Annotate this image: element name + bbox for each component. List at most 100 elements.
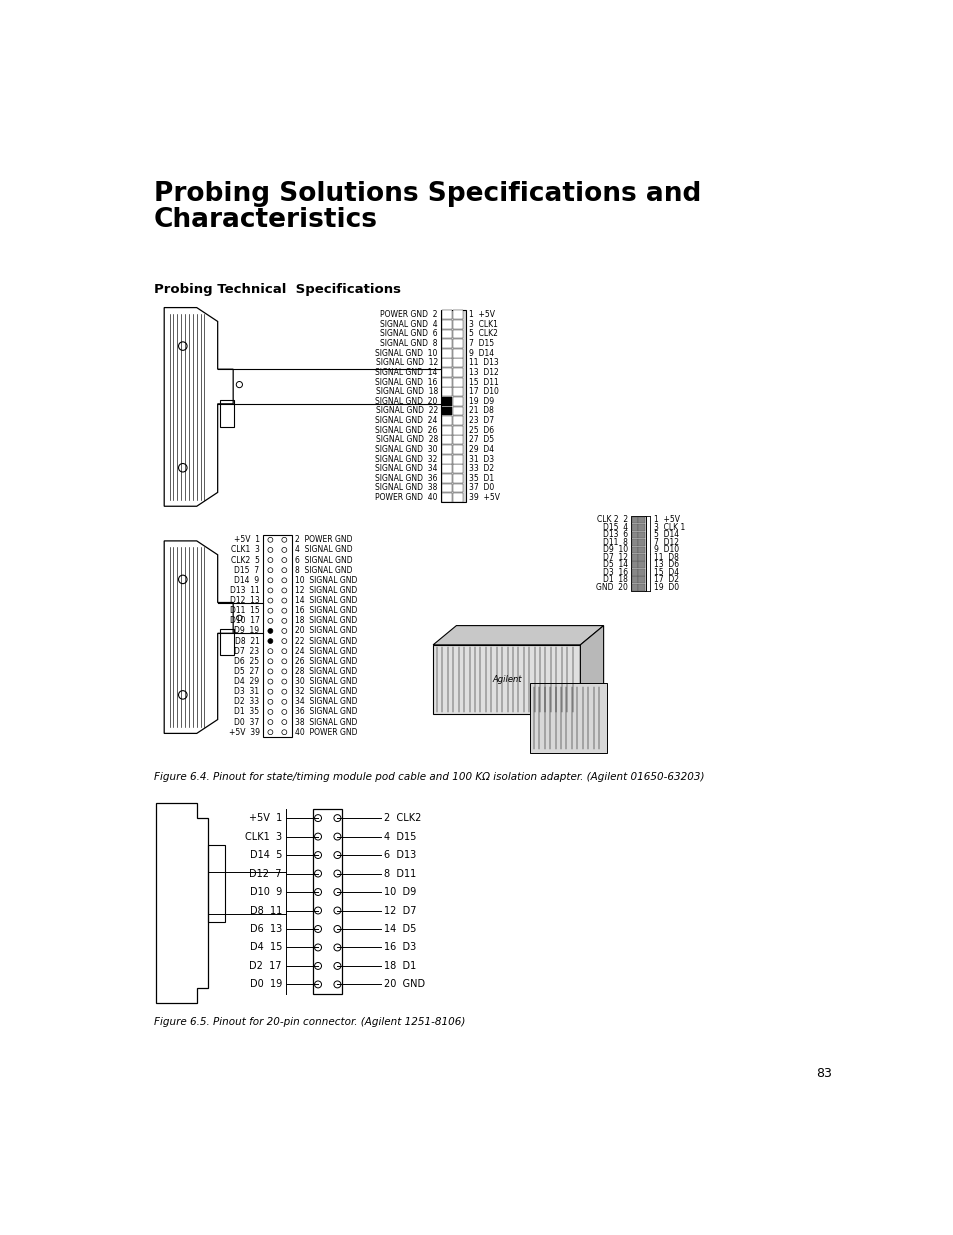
Circle shape <box>281 709 287 714</box>
Text: 10  D9: 10 D9 <box>383 887 416 897</box>
Circle shape <box>268 588 273 593</box>
Text: 1  +5V: 1 +5V <box>468 310 495 319</box>
Text: SIGNAL GND  24: SIGNAL GND 24 <box>375 416 437 425</box>
Bar <box>442 378 452 387</box>
Bar <box>453 310 462 319</box>
Circle shape <box>281 568 287 573</box>
Text: 6  D13: 6 D13 <box>383 850 416 860</box>
Bar <box>442 406 452 415</box>
Text: 31  D3: 31 D3 <box>468 454 494 463</box>
Bar <box>638 531 644 538</box>
Circle shape <box>281 679 287 684</box>
Text: 30  SIGNAL GND: 30 SIGNAL GND <box>294 677 357 687</box>
Bar <box>453 348 462 358</box>
Bar <box>442 330 452 338</box>
Bar <box>442 396 452 406</box>
Bar <box>631 555 637 561</box>
Text: D12  13: D12 13 <box>230 597 259 605</box>
Circle shape <box>268 648 273 653</box>
Text: 9  D14: 9 D14 <box>468 348 494 358</box>
Text: 5  D14: 5 D14 <box>654 531 679 540</box>
Text: Probing Technical  Specifications: Probing Technical Specifications <box>154 283 400 296</box>
Text: D12  7: D12 7 <box>250 868 282 878</box>
Text: D14  9: D14 9 <box>234 576 259 585</box>
Text: 20  SIGNAL GND: 20 SIGNAL GND <box>294 626 357 636</box>
Circle shape <box>281 578 287 583</box>
Text: D5  27: D5 27 <box>234 667 259 676</box>
Text: 6  SIGNAL GND: 6 SIGNAL GND <box>294 556 353 564</box>
Text: Figure 6.5. Pinout for 20-pin connector. (Agilent 1251-8106): Figure 6.5. Pinout for 20-pin connector.… <box>154 1016 465 1026</box>
Circle shape <box>281 648 287 653</box>
Circle shape <box>268 679 273 684</box>
Text: 5  CLK2: 5 CLK2 <box>468 330 497 338</box>
Bar <box>208 845 225 923</box>
Bar <box>442 358 452 367</box>
Circle shape <box>334 871 340 877</box>
Bar <box>442 340 452 348</box>
Bar <box>631 531 637 538</box>
Text: 29  D4: 29 D4 <box>468 445 494 454</box>
Circle shape <box>314 944 321 951</box>
Text: D11  8: D11 8 <box>602 538 627 547</box>
Text: 2  POWER GND: 2 POWER GND <box>294 535 353 545</box>
Text: Probing Solutions Specifications and: Probing Solutions Specifications and <box>154 180 700 206</box>
Text: D15  4: D15 4 <box>602 522 627 532</box>
Text: 18  D1: 18 D1 <box>383 961 416 971</box>
Text: SIGNAL GND  4: SIGNAL GND 4 <box>379 320 437 329</box>
Text: SIGNAL GND  38: SIGNAL GND 38 <box>375 483 437 493</box>
Text: 12  SIGNAL GND: 12 SIGNAL GND <box>294 585 357 595</box>
Circle shape <box>268 638 273 643</box>
Circle shape <box>314 871 321 877</box>
Bar <box>453 493 462 501</box>
Bar <box>630 516 645 592</box>
Text: 4  SIGNAL GND: 4 SIGNAL GND <box>294 546 353 555</box>
Bar <box>638 547 644 553</box>
Text: D10  17: D10 17 <box>230 616 259 625</box>
Text: 32  SIGNAL GND: 32 SIGNAL GND <box>294 687 357 697</box>
Bar <box>631 516 637 524</box>
Text: 9  D10: 9 D10 <box>654 546 679 555</box>
Text: SIGNAL GND  22: SIGNAL GND 22 <box>375 406 437 415</box>
Text: 3  CLK 1: 3 CLK 1 <box>654 522 684 532</box>
Bar <box>442 320 452 329</box>
Text: D8  21: D8 21 <box>234 636 259 646</box>
Text: 8  D11: 8 D11 <box>383 868 416 878</box>
Text: 8  SIGNAL GND: 8 SIGNAL GND <box>294 566 353 574</box>
Text: 17  D2: 17 D2 <box>654 576 679 584</box>
Circle shape <box>281 699 287 704</box>
Text: Agilent: Agilent <box>492 676 521 684</box>
Bar <box>453 474 462 483</box>
Bar <box>442 484 452 493</box>
Circle shape <box>334 888 340 895</box>
Text: 16  SIGNAL GND: 16 SIGNAL GND <box>294 606 357 615</box>
Circle shape <box>268 547 273 552</box>
Text: 13  D6: 13 D6 <box>654 561 679 569</box>
Bar <box>453 340 462 348</box>
Text: D13  6: D13 6 <box>602 531 627 540</box>
Text: 33  D2: 33 D2 <box>468 464 494 473</box>
Text: SIGNAL GND  32: SIGNAL GND 32 <box>375 454 437 463</box>
Text: CLK2  5: CLK2 5 <box>231 556 259 564</box>
Circle shape <box>281 588 287 593</box>
Text: 11  D8: 11 D8 <box>654 553 679 562</box>
Circle shape <box>334 815 340 821</box>
Text: D14  5: D14 5 <box>250 850 282 860</box>
Bar <box>442 454 452 463</box>
Text: 20  GND: 20 GND <box>383 979 424 989</box>
Bar <box>453 388 462 396</box>
Circle shape <box>334 852 340 858</box>
Text: GND  20: GND 20 <box>596 583 627 592</box>
Text: 26  SIGNAL GND: 26 SIGNAL GND <box>294 657 357 666</box>
Circle shape <box>268 709 273 714</box>
Text: D8  11: D8 11 <box>250 905 282 915</box>
Circle shape <box>334 925 340 932</box>
Circle shape <box>314 962 321 969</box>
Text: 39  +5V: 39 +5V <box>468 493 499 503</box>
Text: 12  D7: 12 D7 <box>383 905 416 915</box>
Circle shape <box>314 815 321 821</box>
Circle shape <box>281 689 287 694</box>
Circle shape <box>268 568 273 573</box>
Text: 83: 83 <box>816 1067 832 1079</box>
Text: 15  D11: 15 D11 <box>468 378 498 387</box>
Text: 7  D15: 7 D15 <box>468 340 494 348</box>
